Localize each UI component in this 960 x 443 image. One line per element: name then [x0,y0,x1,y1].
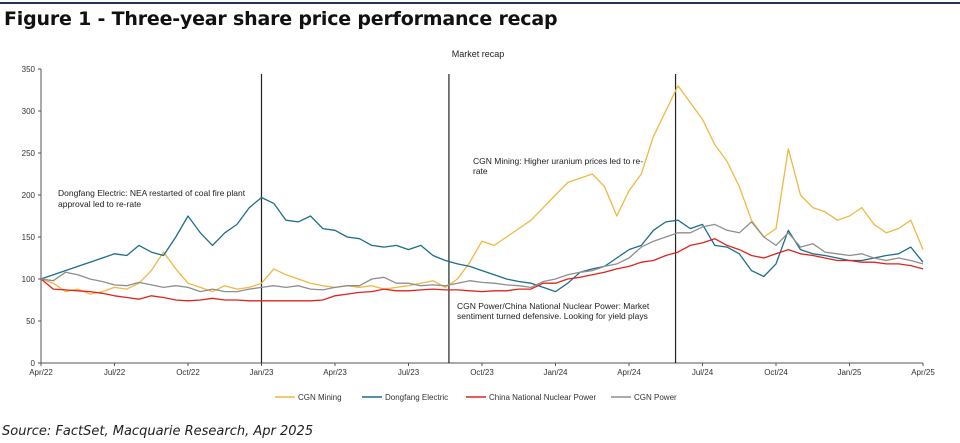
y-tick-label: 0 [31,359,36,368]
axes: 0 50 100 150 200 250 300 350 Apr/22 Jul/22 Oct/22 J… [22,65,936,377]
x-tick-label: Apr/23 [323,368,347,377]
series-line-cgn-mining [40,85,924,295]
x-tick-label: Apr/25 [911,368,935,377]
x-tick-label: Jan/24 [543,368,568,377]
annotation-cgn-mining-line2: rate [473,166,488,176]
x-tick-label: Oct/24 [764,368,788,377]
y-tick-label: 200 [22,191,36,200]
legend-label: CGN Mining [298,393,342,402]
series-line-china-national-nuclear-power [40,238,924,302]
x-tick-label: Apr/22 [29,368,53,377]
x-tick-label: Jul/23 [398,368,420,377]
y-tick-label: 250 [22,149,36,158]
y-tick-label: 300 [22,107,36,116]
annotation-cgn-mining-line1: CGN Mining: Higher uranium prices led to… [473,156,643,166]
series-lines [40,85,924,302]
legend-label: Dongfang Electric [385,393,448,402]
y-tick-label: 100 [22,275,36,284]
legend-label: China National Nuclear Power [489,393,597,402]
series-line-cgn-power [40,221,924,293]
x-tick-label: Jan/23 [249,368,274,377]
y-tick-label: 350 [22,65,36,74]
annotation-dongfang-line2: approval led to re-rate [58,199,141,209]
x-tick-label: Oct/22 [176,368,200,377]
figure-title: Figure 1 - Three-year share price perfor… [4,8,558,30]
y-tick-label: 150 [22,233,36,242]
annotation-dongfang-line1: Dongfang Electric: NEA restarted of coal… [58,188,246,198]
series-line-dongfang-electric [40,196,924,293]
legend: CGN Mining Dongfang Electric China Nationa… [275,393,677,402]
annotation-cgn-power-line2: sentiment turned defensive. Looking for … [457,311,648,321]
y-tick-label: 50 [26,317,35,326]
source-note: Source: FactSet, Macquarie Research, Apr… [2,424,314,439]
x-tick-label: Jan/25 [837,368,862,377]
legend-label: CGN Power [634,393,677,402]
chart-title: Market recap [452,49,505,59]
x-tick-label: Jul/24 [692,368,714,377]
annotations: Dongfang Electric: NEA restarted of coal… [58,156,650,321]
annotation-cgn-power-line1: CGN Power/China National Nuclear Power: … [457,301,650,311]
event-lines [260,74,677,363]
top-rule [0,2,960,4]
x-tick-label: Oct/23 [470,368,494,377]
x-tick-label: Apr/24 [617,368,641,377]
x-tick-label: Jul/22 [104,368,126,377]
